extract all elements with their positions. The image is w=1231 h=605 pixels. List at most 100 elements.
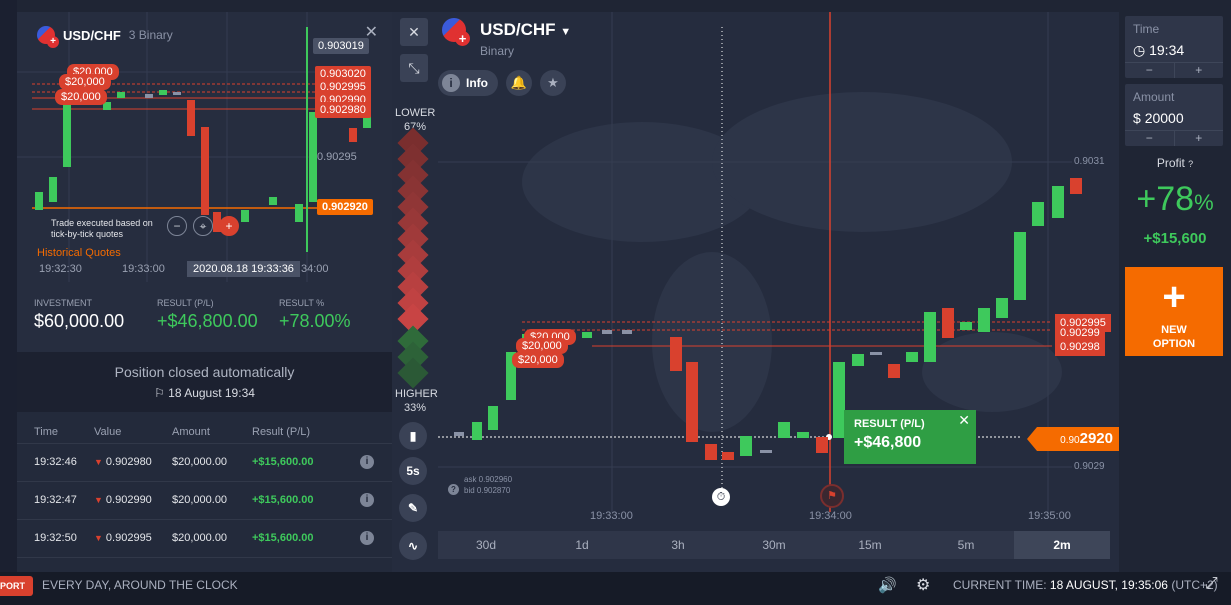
info-icon: i xyxy=(442,74,460,92)
help-icon[interactable]: ? xyxy=(1188,159,1194,169)
candle xyxy=(760,450,772,453)
candle xyxy=(488,406,498,430)
current-time-label: CURRENT TIME: xyxy=(953,578,1047,592)
row-value: 0.902980 xyxy=(105,456,152,468)
current-price-prefix: 0.90 xyxy=(1060,435,1080,446)
time-minus-button[interactable]: − xyxy=(1125,63,1175,78)
info-icon[interactable]: i xyxy=(360,455,374,469)
col-value: Value xyxy=(94,426,122,438)
star-icon[interactable]: ★ xyxy=(540,70,566,96)
candle xyxy=(722,452,734,460)
amount-value[interactable]: 20000 xyxy=(1144,110,1184,126)
result-popup-label: RESULT (P/L) xyxy=(854,418,925,430)
mini-chart-header: + USD/CHF 3 Binary xyxy=(37,26,173,48)
position-closed-banner: Position closed automatically ⚐ 18 Augus… xyxy=(17,352,392,412)
mini-price-tag: 0.903019 xyxy=(313,38,369,54)
strike-price-tag: 0.90298 xyxy=(1055,338,1105,356)
interval-button[interactable]: 5s xyxy=(399,457,427,485)
mini-candle xyxy=(35,192,43,210)
mini-candle xyxy=(269,197,277,205)
investment-value: $60,000.00 xyxy=(34,311,125,331)
amount-box[interactable]: Amount $ 20000 − + xyxy=(1125,84,1223,146)
indicators-icon[interactable]: ∿ xyxy=(399,532,427,560)
row-time: 19:32:50 xyxy=(34,532,77,544)
pencil-icon[interactable]: ✎ xyxy=(399,494,427,522)
profit-label: Profit xyxy=(1156,156,1185,170)
flag-icon: ⚐ xyxy=(154,386,169,400)
main-chart-canvas xyxy=(438,12,1082,512)
mini-axis-price: 0.90295 xyxy=(317,151,357,163)
currency-symbol: $ xyxy=(1133,110,1141,126)
main-chart[interactable]: ✕ ⤡ + USD/CHF ▼ Binary i Info 🔔 ★ LOWER 6… xyxy=(392,12,1119,572)
chevron-down-icon: ▼ xyxy=(560,26,572,38)
candle xyxy=(996,298,1008,318)
speaker-icon[interactable]: 🔊 xyxy=(878,577,897,594)
map-continent xyxy=(522,122,762,242)
chart-type-icon[interactable]: ▮ xyxy=(399,422,427,450)
mini-candle xyxy=(117,92,125,98)
candle xyxy=(1032,202,1044,226)
table-row[interactable]: 19:32:50 ▼ 0.902995 $20,000.00 +$15,600.0… xyxy=(17,520,392,558)
asset-selector[interactable]: + USD/CHF ▼ Binary xyxy=(442,18,571,58)
table-row[interactable]: 19:32:46 ▼ 0.902980 $20,000.00 +$15,600.0… xyxy=(17,444,392,482)
mini-candle xyxy=(295,204,303,222)
lower-sentiment: LOWER 67% xyxy=(395,106,435,134)
info-button[interactable]: i Info xyxy=(438,70,498,96)
mini-pair-mode: 3 Binary xyxy=(128,28,173,42)
result-label: RESULT (P/L) xyxy=(157,298,214,308)
current-price-tag: 0.902920 xyxy=(1027,427,1119,451)
info-icon[interactable]: i xyxy=(360,531,374,545)
axis-price-label: 0.9031 xyxy=(1074,156,1105,167)
period-3h[interactable]: 3h xyxy=(671,538,685,552)
candle xyxy=(816,437,828,453)
zoom-in-icon[interactable]: + xyxy=(219,216,239,236)
info-icon[interactable]: i xyxy=(360,493,374,507)
crosshair-icon[interactable]: ⌖ xyxy=(193,216,213,236)
fullscreen-icon[interactable]: ⤢ xyxy=(1205,575,1218,592)
ask-bid: ask 0.902960 bid 0.902870 xyxy=(464,474,512,496)
investment-stat: INVESTMENT $60,000.00 xyxy=(34,298,124,332)
bell-icon[interactable]: 🔔 xyxy=(506,70,532,96)
mini-candle xyxy=(241,210,249,222)
map-continent xyxy=(922,332,1062,412)
gear-icon[interactable]: ⚙ xyxy=(916,577,931,594)
mini-candle xyxy=(145,94,153,98)
bid-value: bid 0.902870 xyxy=(464,486,511,495)
candle xyxy=(705,444,717,460)
mini-candle xyxy=(103,102,111,110)
mini-price-tag: 0.903020 xyxy=(315,66,371,82)
candle xyxy=(1014,232,1026,300)
result-popup: RESULT (P/L) +$46,800 ✕ xyxy=(844,410,976,464)
new-option-button[interactable]: + NEW OPTION xyxy=(1125,267,1223,356)
status-bar: PORT EVERY DAY, AROUND THE CLOCK 🔊 ⚙ CUR… xyxy=(0,572,1231,605)
mini-time-label: 19:32:30 xyxy=(39,263,82,275)
period-2m[interactable]: 2m xyxy=(1014,531,1110,559)
candle xyxy=(622,330,632,334)
asset-title[interactable]: USD/CHF ▼ xyxy=(480,20,572,39)
support-button[interactable]: PORT xyxy=(0,576,34,596)
period-1d[interactable]: 1d xyxy=(575,538,589,552)
amount-stepper: − + xyxy=(1125,130,1223,146)
close-result-icon[interactable]: ✕ xyxy=(958,412,970,428)
row-time: 19:32:46 xyxy=(34,456,77,468)
time-box[interactable]: Time ◷ 19:34 − + xyxy=(1125,16,1223,78)
collapse-icon[interactable]: ⤡ xyxy=(400,54,428,82)
ask-bid-info-icon[interactable]: ? xyxy=(448,484,459,495)
zoom-out-icon[interactable]: − xyxy=(167,216,187,236)
table-row[interactable]: 19:32:47 ▼ 0.902990 $20,000.00 +$15,600.0… xyxy=(17,482,392,520)
close-chart-button[interactable]: ✕ xyxy=(400,18,428,46)
mini-candle xyxy=(173,92,181,95)
candle xyxy=(833,362,845,438)
time-plus-button[interactable]: + xyxy=(1195,63,1203,77)
period-15m[interactable]: 15m xyxy=(858,538,882,552)
period-5m[interactable]: 5m xyxy=(957,538,975,552)
period-30d[interactable]: 30d xyxy=(475,538,497,552)
amount-plus-button[interactable]: + xyxy=(1195,131,1203,145)
historical-quotes-link[interactable]: Historical Quotes xyxy=(37,247,121,259)
amount-minus-button[interactable]: − xyxy=(1125,131,1175,146)
down-arrow-icon: ▼ xyxy=(94,457,103,467)
mini-candle xyxy=(63,102,71,167)
period-30m[interactable]: 30m xyxy=(762,538,786,552)
close-icon[interactable]: ✕ xyxy=(364,24,378,41)
